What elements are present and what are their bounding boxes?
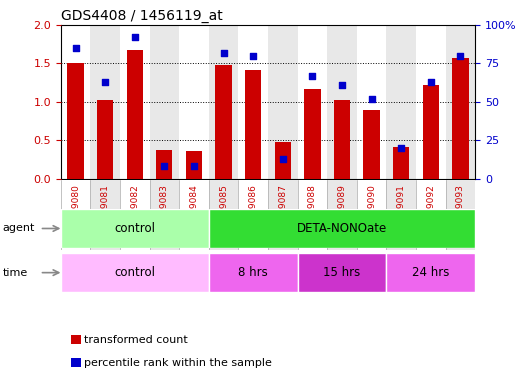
Text: control: control: [114, 266, 155, 279]
Text: GSM549090: GSM549090: [367, 184, 376, 239]
Point: [130, 34, 139, 40]
Bar: [275, 142, 291, 179]
Text: GSM549093: GSM549093: [456, 184, 465, 239]
Point: [71, 45, 80, 51]
Text: GSM549083: GSM549083: [160, 184, 169, 239]
Bar: [327, 180, 357, 250]
Point: [308, 73, 317, 79]
Point: [279, 156, 287, 162]
Bar: [446, 180, 475, 250]
Bar: [120, 25, 149, 179]
Bar: [304, 89, 320, 179]
Bar: [215, 65, 232, 179]
Bar: [386, 180, 416, 250]
Bar: [268, 25, 298, 179]
Text: 15 hrs: 15 hrs: [323, 266, 361, 279]
Text: GSM549085: GSM549085: [219, 184, 228, 239]
Text: time: time: [3, 268, 28, 278]
Text: GSM549080: GSM549080: [71, 184, 80, 239]
Bar: [422, 85, 439, 179]
Bar: [90, 180, 120, 250]
Bar: [357, 25, 386, 179]
Bar: [209, 209, 475, 248]
Text: DETA-NONOate: DETA-NONOate: [297, 222, 387, 235]
Bar: [68, 63, 83, 179]
Bar: [149, 180, 179, 250]
Bar: [363, 110, 380, 179]
Bar: [149, 25, 179, 179]
Point: [427, 79, 435, 85]
Bar: [298, 253, 386, 292]
Bar: [245, 70, 261, 179]
Bar: [90, 25, 120, 179]
Bar: [238, 180, 268, 250]
Text: GSM549081: GSM549081: [101, 184, 110, 239]
Bar: [298, 180, 327, 250]
Text: control: control: [114, 222, 155, 235]
Text: GSM549084: GSM549084: [190, 184, 199, 239]
Bar: [209, 253, 298, 292]
Bar: [416, 25, 446, 179]
Bar: [327, 25, 357, 179]
Text: GSM549087: GSM549087: [278, 184, 287, 239]
Point: [456, 53, 465, 59]
Bar: [298, 25, 327, 179]
Point: [190, 163, 198, 169]
Point: [367, 96, 376, 102]
Point: [160, 163, 168, 169]
Bar: [61, 209, 209, 248]
Bar: [393, 147, 409, 179]
Text: 24 hrs: 24 hrs: [412, 266, 449, 279]
Bar: [179, 25, 209, 179]
Point: [249, 53, 257, 59]
Text: transformed count: transformed count: [84, 335, 188, 345]
Bar: [61, 253, 209, 292]
Point: [397, 145, 406, 151]
Point: [338, 82, 346, 88]
Bar: [268, 180, 298, 250]
Bar: [127, 50, 143, 179]
Text: GSM549082: GSM549082: [130, 184, 139, 239]
Point: [219, 50, 228, 56]
Bar: [209, 25, 238, 179]
Text: 8 hrs: 8 hrs: [238, 266, 268, 279]
Bar: [209, 180, 238, 250]
Bar: [452, 58, 468, 179]
Text: percentile rank within the sample: percentile rank within the sample: [84, 358, 272, 368]
Text: GSM549088: GSM549088: [308, 184, 317, 239]
Text: GSM549089: GSM549089: [337, 184, 346, 239]
Bar: [238, 25, 268, 179]
Bar: [416, 180, 446, 250]
Text: agent: agent: [3, 223, 35, 233]
Bar: [156, 150, 173, 179]
Bar: [61, 25, 90, 179]
Bar: [386, 25, 416, 179]
Bar: [120, 180, 149, 250]
Bar: [186, 151, 202, 179]
Text: GSM549092: GSM549092: [426, 184, 435, 239]
Bar: [386, 253, 475, 292]
Text: GSM549086: GSM549086: [249, 184, 258, 239]
Bar: [446, 25, 475, 179]
Text: GSM549091: GSM549091: [397, 184, 406, 239]
Bar: [357, 180, 386, 250]
Bar: [97, 100, 114, 179]
Bar: [179, 180, 209, 250]
Point: [101, 79, 109, 85]
Bar: [61, 180, 90, 250]
Text: GDS4408 / 1456119_at: GDS4408 / 1456119_at: [61, 8, 222, 23]
Bar: [334, 100, 350, 179]
